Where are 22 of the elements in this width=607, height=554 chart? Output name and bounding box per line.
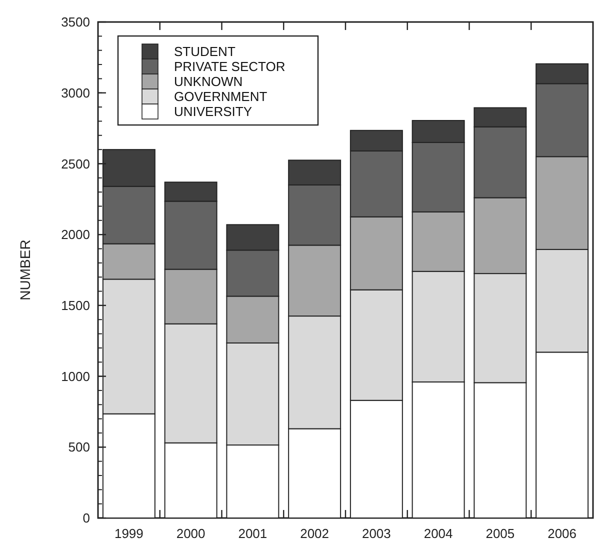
y-tick-label: 1000: [61, 368, 90, 384]
y-tick-label: 0: [82, 510, 90, 526]
legend-label: UNKNOWN: [174, 74, 243, 90]
legend-label: UNIVERSITY: [174, 104, 252, 120]
legend-label: PRIVATE SECTOR: [174, 59, 286, 74]
x-tick-label: 2001: [238, 526, 268, 541]
y-tick-label: 3500: [61, 14, 90, 30]
legend-label: GOVERNMENT: [174, 89, 268, 104]
x-tick-label: 2006: [548, 526, 577, 541]
x-tick-label: 2002: [300, 526, 330, 541]
y-tick-label: 2500: [61, 156, 90, 172]
y-tick-label: 3000: [61, 85, 90, 100]
x-tick-label: 1999: [114, 526, 144, 541]
x-tick-label: 2000: [176, 526, 206, 541]
y-tick-label: 500: [68, 440, 90, 455]
x-tick-label: 2003: [362, 526, 391, 541]
x-tick-label: 2004: [424, 526, 453, 541]
y-axis-title: NUMBER: [17, 240, 33, 300]
y-tick-label: 2000: [61, 227, 90, 242]
legend-label: STUDENT: [174, 44, 236, 60]
y-tick-label: 1500: [61, 298, 90, 313]
x-tick-label: 2005: [486, 526, 515, 541]
